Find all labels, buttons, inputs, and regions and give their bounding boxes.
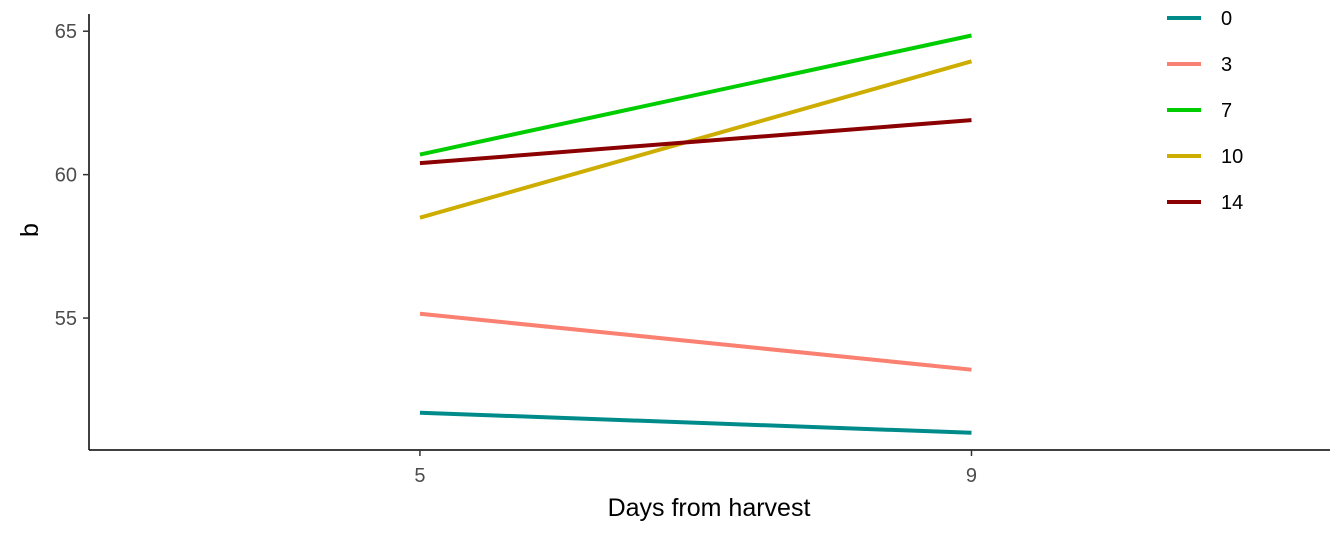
y-tick-label: 60 [55, 165, 77, 187]
legend-label: 7 [1221, 100, 1232, 122]
x-axis-title: Days from harvest [608, 494, 811, 522]
legend-item-10: 10 [1167, 146, 1243, 168]
series-line-7 [419, 33, 972, 157]
series-line-10 [419, 59, 973, 220]
legend: 0 3 7 10 14 [1167, 8, 1243, 214]
legend-item-3: 3 [1167, 54, 1232, 76]
legend-item-7: 7 [1167, 100, 1232, 122]
y-axis: 55 60 65 [55, 14, 90, 450]
series-line-3 [419, 311, 972, 372]
series-layer [419, 33, 973, 435]
legend-label: 3 [1221, 54, 1232, 76]
legend-label: 10 [1221, 146, 1243, 168]
legend-label: 14 [1221, 192, 1243, 214]
legend-label: 0 [1221, 8, 1232, 30]
series-line-14 [419, 118, 972, 166]
y-axis-title: b [16, 223, 44, 237]
legend-item-14: 14 [1167, 192, 1243, 214]
x-tick-label: 9 [966, 465, 977, 487]
y-tick-label: 65 [55, 21, 77, 43]
x-tick-label: 5 [414, 465, 425, 487]
y-tick-label: 55 [55, 308, 77, 330]
series-line-0 [419, 410, 972, 435]
legend-item-0: 0 [1167, 8, 1232, 30]
